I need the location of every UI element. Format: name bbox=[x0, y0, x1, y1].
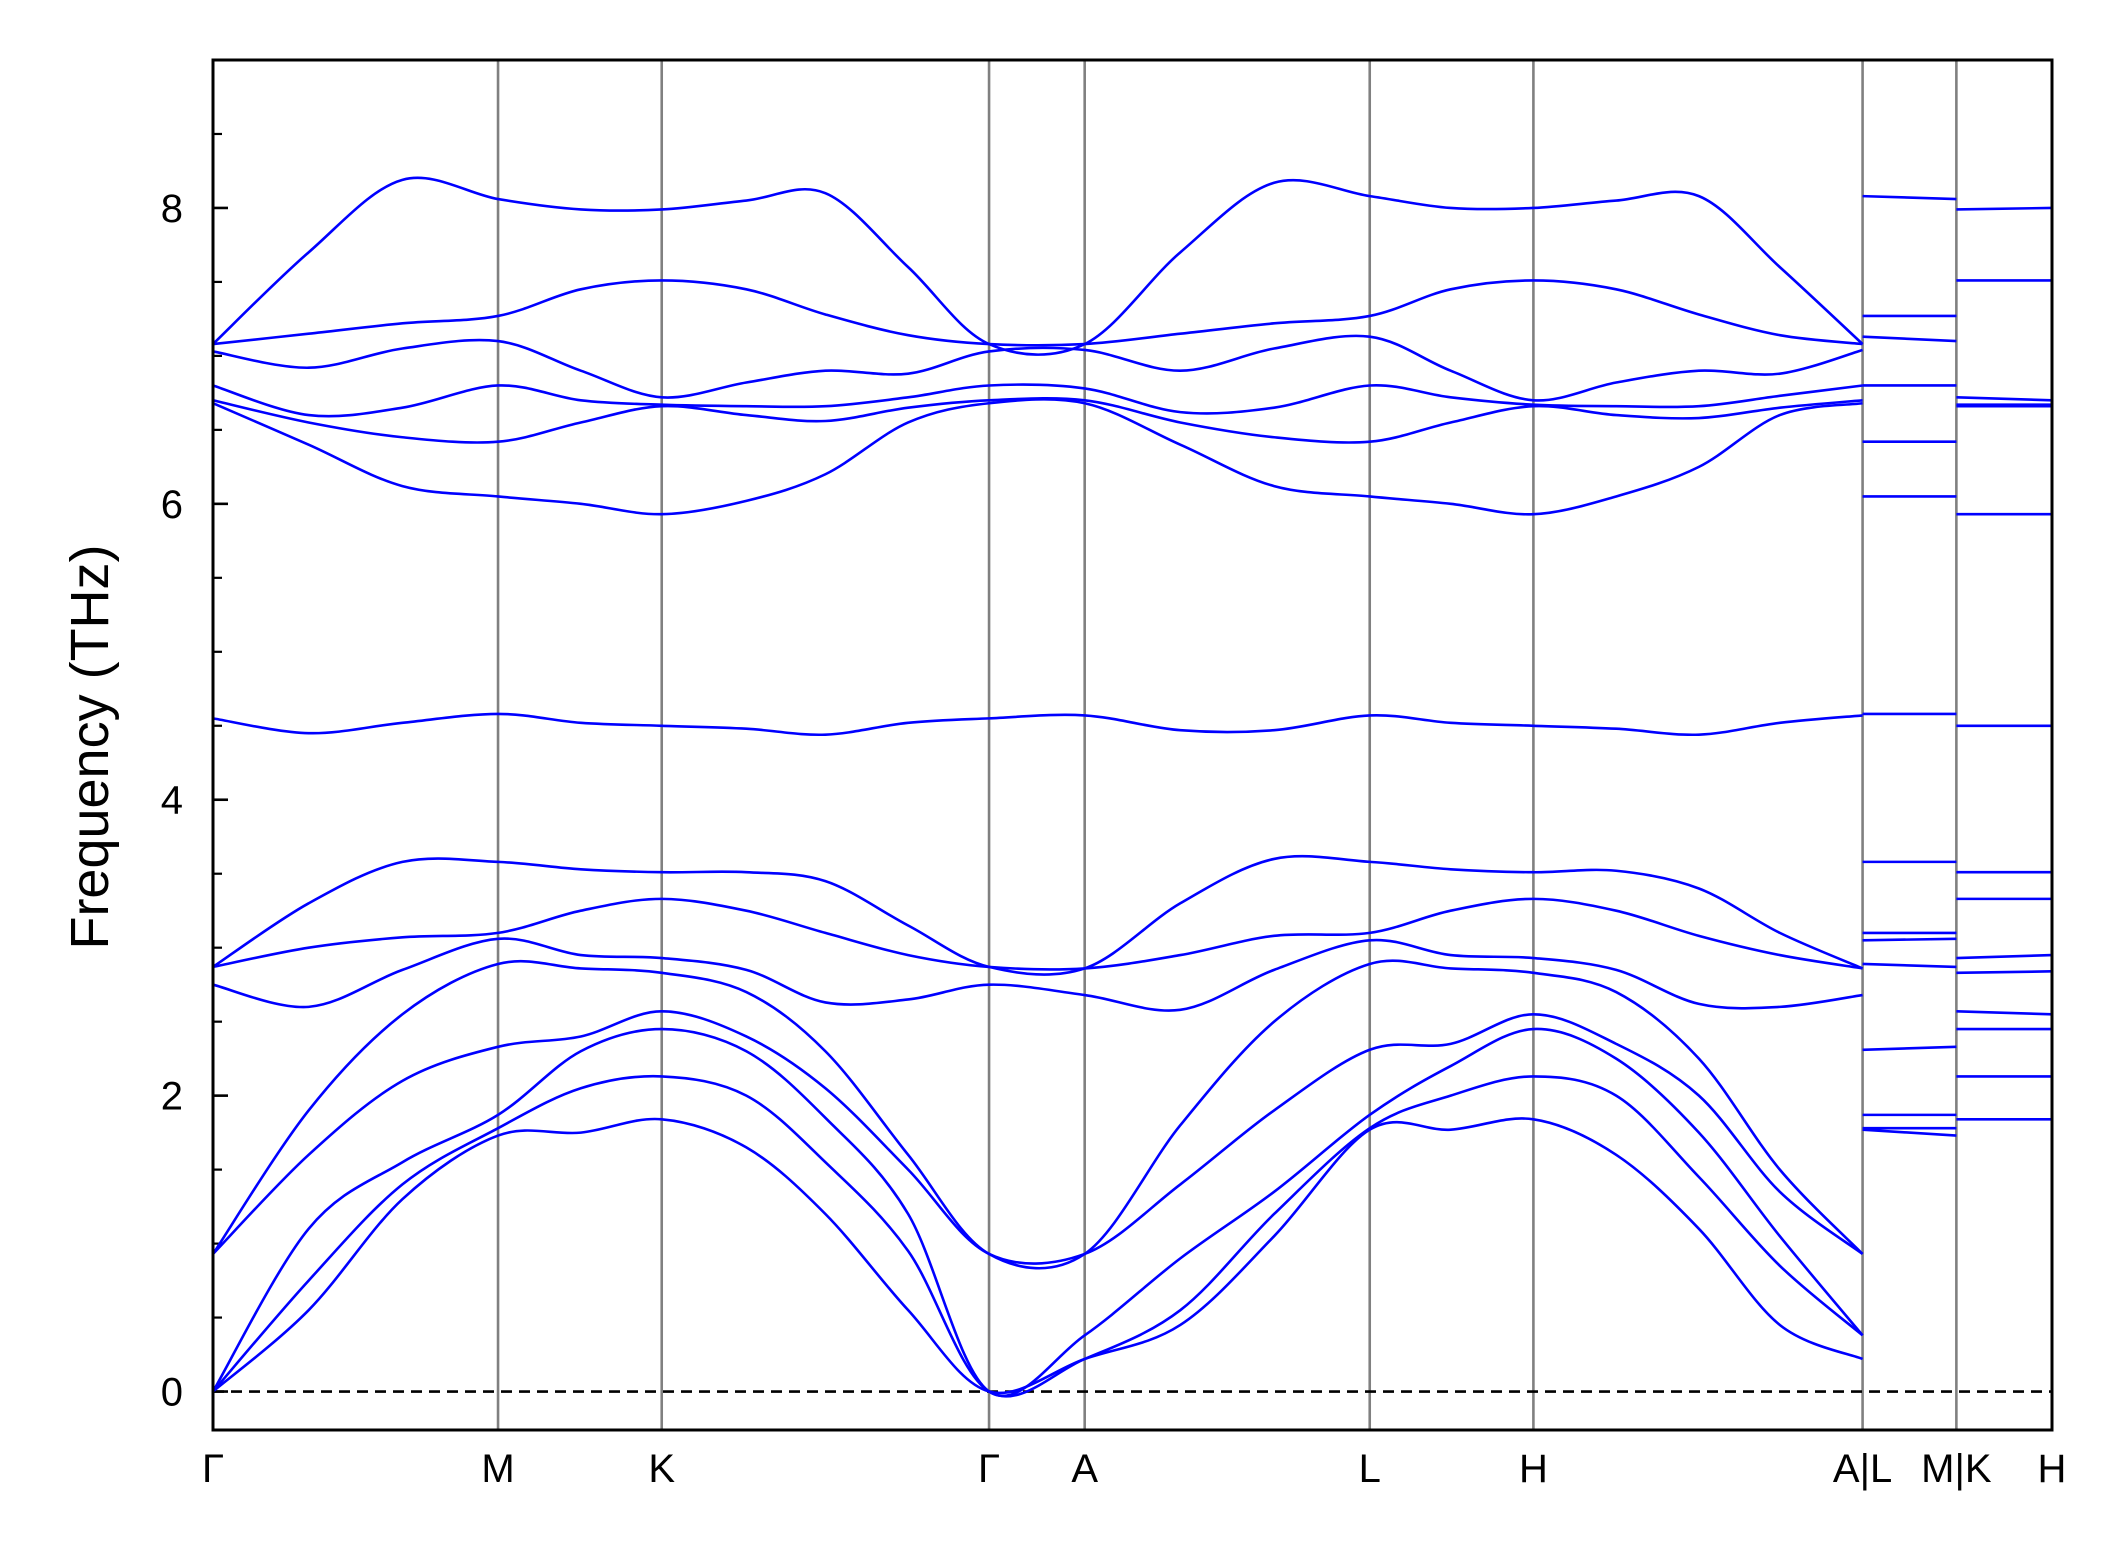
band bbox=[212, 897, 1863, 971]
x-tick-label: Γ bbox=[202, 1447, 224, 1491]
band bbox=[1956, 953, 2053, 960]
x-tick-label: M bbox=[481, 1447, 514, 1491]
x-tick-label: H bbox=[1519, 1447, 1548, 1491]
band bbox=[212, 712, 1863, 737]
x-tick-label: K bbox=[648, 1447, 675, 1491]
y-tick-label: 0 bbox=[161, 1371, 183, 1415]
band bbox=[1956, 1010, 2053, 1016]
band bbox=[212, 1074, 1864, 1398]
y-axis-label: Frequency (THz) bbox=[60, 544, 120, 949]
y-tick-label: 4 bbox=[161, 779, 183, 823]
x-tick-label: H bbox=[2038, 1447, 2067, 1491]
band bbox=[1862, 937, 1957, 942]
x-tick-label: M|K bbox=[1921, 1447, 1992, 1491]
band bbox=[212, 383, 1863, 418]
band bbox=[212, 398, 1863, 516]
band bbox=[1862, 962, 1957, 969]
band bbox=[1862, 1045, 1957, 1052]
band bbox=[212, 176, 1864, 356]
x-tick-label: Γ bbox=[978, 1447, 1000, 1491]
y-tick-label: 2 bbox=[161, 1075, 183, 1119]
plot-frame bbox=[211, 58, 2054, 1432]
band bbox=[1956, 396, 2053, 402]
band bbox=[1956, 206, 2053, 211]
x-tick-label: A|L bbox=[1833, 1447, 1892, 1491]
x-tick-label: L bbox=[1359, 1447, 1381, 1491]
x-tick-label: A bbox=[1071, 1447, 1098, 1491]
band bbox=[211, 1027, 1864, 1398]
band bbox=[1862, 335, 1957, 343]
band bbox=[212, 279, 1863, 347]
band bbox=[1862, 1128, 1957, 1137]
band bbox=[212, 1117, 1864, 1395]
band bbox=[212, 937, 1863, 1012]
y-tick-label: 8 bbox=[161, 187, 183, 231]
band bbox=[212, 397, 1863, 444]
y-tick-label: 6 bbox=[161, 483, 183, 527]
band bbox=[212, 1010, 1864, 1265]
band bbox=[212, 334, 1863, 402]
band bbox=[1862, 194, 1957, 201]
band bbox=[212, 854, 1864, 976]
band bbox=[1956, 970, 2053, 975]
band bbox=[211, 959, 1864, 1270]
